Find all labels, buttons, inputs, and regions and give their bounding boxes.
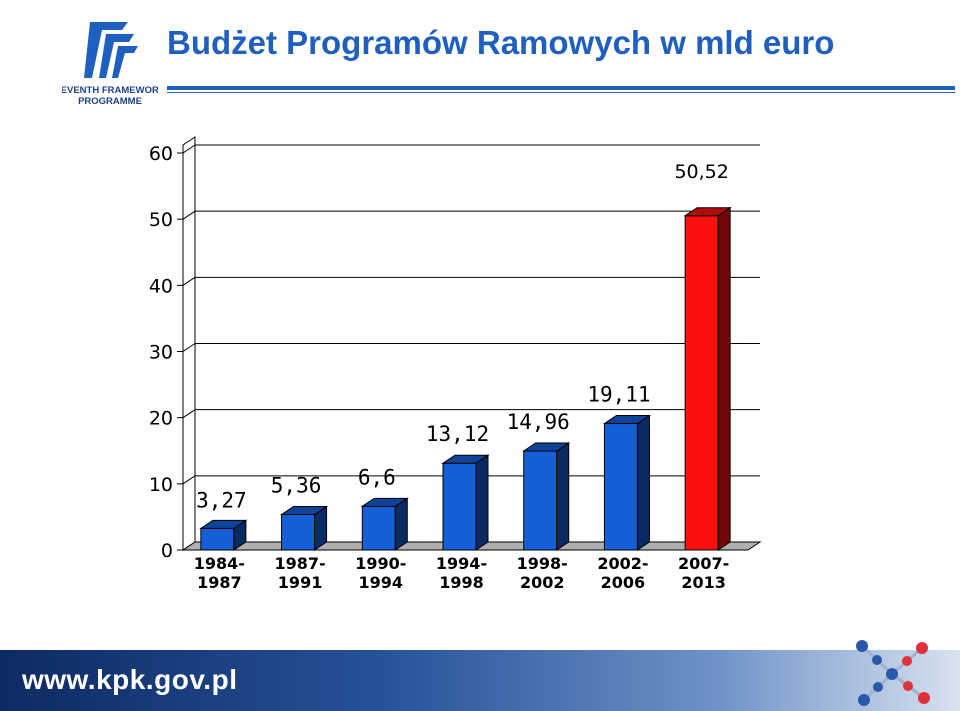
bar-side (394, 497, 408, 551)
title-underline (167, 86, 955, 90)
bar-top (279, 506, 329, 516)
gridline-depth (182, 343, 196, 352)
y-tick-label: 50 (149, 209, 173, 231)
data-label: 14,96 (507, 410, 570, 434)
logo-text-line1: SEVENTH FRAMEWORK (62, 85, 158, 96)
bar-side (475, 454, 489, 551)
bar (360, 497, 409, 551)
gridline-depth (182, 409, 196, 419)
bar (602, 414, 652, 551)
y-tick-label: 0 (161, 540, 173, 562)
bar-front (523, 450, 558, 551)
bar-front (200, 527, 235, 551)
x-tick-label: 1994 (359, 573, 404, 592)
molecule-logo-icon (856, 640, 930, 706)
title-underline-thin (167, 92, 955, 93)
x-tick-label: 1990- (355, 554, 406, 573)
bar-top (522, 442, 571, 452)
data-label: 50,52 (674, 161, 728, 183)
bar (683, 206, 732, 551)
footer-bar: www.kpk.gov.pl (0, 640, 960, 711)
bar-front (603, 423, 638, 551)
bar-front (442, 462, 477, 551)
side-wall (182, 136, 196, 551)
x-tick-label: 1991 (278, 573, 323, 592)
gridline-depth (182, 210, 196, 220)
y-tick-label: 40 (149, 275, 173, 297)
bar-top (441, 454, 490, 464)
bar-front (684, 215, 719, 551)
bar-top (199, 519, 248, 529)
bar-top (683, 207, 732, 217)
x-tick-label: 2006 (601, 573, 646, 592)
gridline-depth (182, 144, 196, 154)
y-tick-label: 60 (149, 143, 173, 165)
data-label: 19,11 (587, 383, 650, 407)
bar (199, 519, 248, 551)
gridline-depth (182, 475, 196, 485)
x-tick-label: 1998 (439, 573, 484, 592)
y-tick-label: 10 (149, 474, 173, 496)
bar-front (281, 514, 316, 551)
bar (441, 454, 490, 551)
logo-text-line2: PROGRAMME (78, 96, 142, 107)
x-tick-label: 2002- (597, 554, 648, 573)
bar (279, 505, 329, 551)
bar-side (717, 206, 731, 551)
y-tick-label: 20 (149, 408, 173, 430)
bar-side (556, 442, 570, 551)
bar (522, 442, 571, 551)
gridline-depth (182, 276, 196, 286)
x-tick-label: 1984- (194, 554, 245, 573)
y-tick-label: 30 (149, 342, 173, 364)
x-tick-label: 2013 (681, 573, 726, 592)
data-label: 3,27 (196, 488, 247, 512)
bar-top (602, 415, 652, 425)
page-title: Budżet Programów Ramowych w mld euro (167, 24, 835, 61)
x-tick-label: 2002 (520, 573, 565, 592)
budget-bar-chart: 0 10 20 30 40 50 60 3,27 1984-1987 5,36 1987-1991 6… (149, 136, 762, 592)
footer-url[interactable]: www.kpk.gov.pl (22, 664, 238, 695)
seventh-framework-programme-logo: SEVENTH FRAMEWORK PROGRAMME (62, 22, 158, 107)
data-label: 5,36 (271, 474, 322, 498)
x-tick-label: 2007- (678, 554, 729, 573)
bar-top (360, 497, 409, 507)
x-tick-label: 1994- (436, 554, 487, 573)
data-label: 6,6 (358, 465, 396, 489)
bar-front (361, 505, 396, 551)
x-tick-label: 1987- (274, 554, 325, 573)
x-tick-label: 1998- (517, 554, 568, 573)
bar-side (636, 414, 650, 551)
data-label: 13,12 (426, 422, 489, 446)
x-tick-label: 1987 (197, 573, 242, 592)
